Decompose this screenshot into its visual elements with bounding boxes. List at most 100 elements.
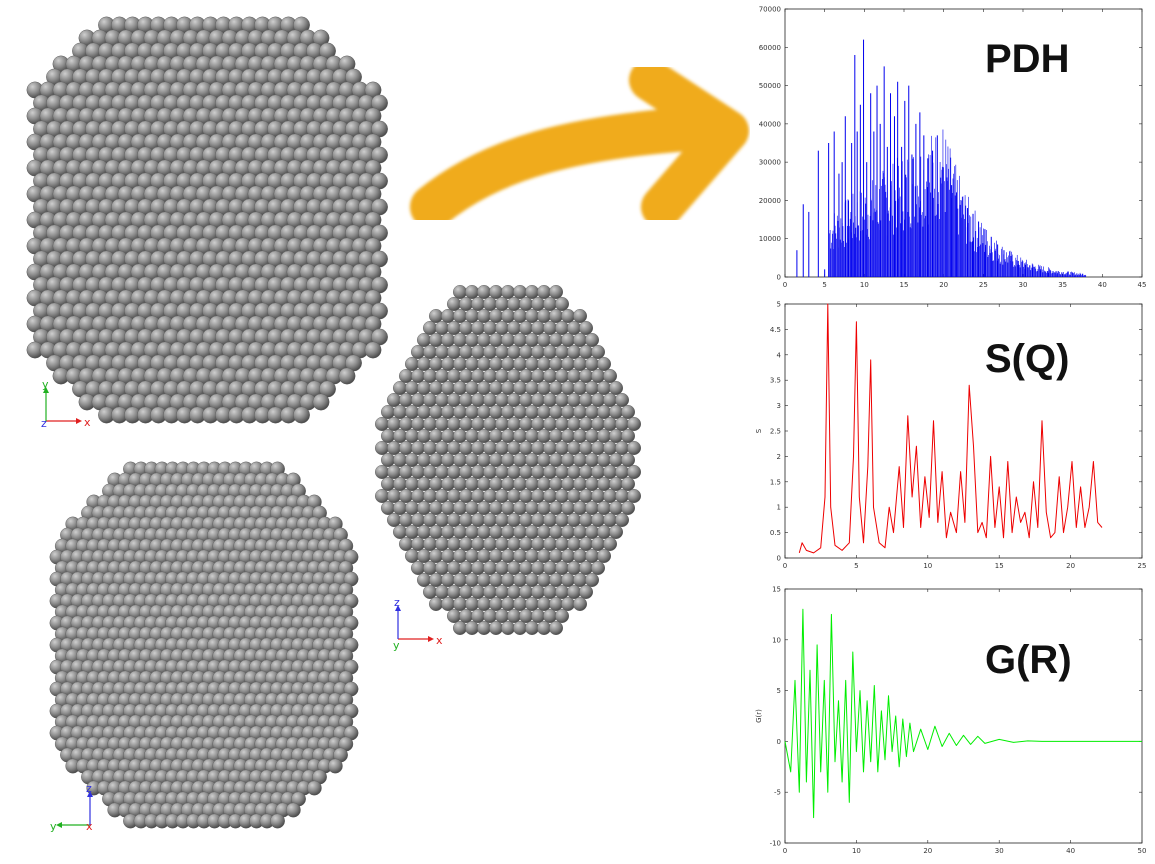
atom-sphere (452, 476, 467, 491)
atom-sphere (482, 297, 497, 312)
atom-sphere (506, 368, 521, 383)
atom-sphere (476, 356, 491, 371)
atom-sphere (518, 297, 533, 312)
atom-sphere (584, 452, 599, 467)
y-axis-label: G(r) (755, 709, 763, 723)
atom-sphere (560, 309, 575, 324)
atom-sphere (530, 488, 545, 503)
atom-sphere (399, 464, 414, 479)
atom-sphere (464, 549, 479, 564)
axis-label-h: x (436, 634, 443, 647)
atom-sphere (476, 597, 491, 612)
atom-sphere (470, 344, 485, 359)
atom-sphere (393, 524, 408, 539)
y-tick-label: 10000 (759, 235, 781, 243)
atom-sphere (584, 500, 599, 515)
x-tick-label: 45 (1138, 281, 1147, 289)
atom-sphere (399, 392, 414, 407)
atom-sphere (464, 309, 479, 324)
atom-sphere (428, 309, 443, 324)
atom-sphere (602, 488, 617, 503)
atom-sphere (458, 512, 473, 527)
atom-sphere (464, 428, 479, 443)
atom-sphere (458, 464, 473, 479)
atom-sphere (434, 416, 449, 431)
x-tick-label: 10 (923, 562, 932, 570)
atom-sphere (524, 597, 539, 612)
atom-sphere (488, 621, 503, 636)
atom-sphere (578, 344, 593, 359)
atom-sphere (482, 368, 497, 383)
atom-sphere (518, 512, 533, 527)
series-line (798, 303, 1103, 554)
atom-sphere (494, 537, 509, 552)
atom-sphere (572, 500, 587, 515)
atom-sphere (417, 524, 432, 539)
atom-sphere (440, 404, 455, 419)
y-tick-label: 0 (777, 555, 781, 563)
axis-label-corner: x (86, 820, 93, 833)
atom-sphere (596, 356, 611, 371)
atom-sphere (440, 309, 455, 324)
atom-sphere (530, 464, 545, 479)
atom-sphere (464, 284, 479, 300)
atom-sphere (428, 524, 443, 539)
atom-sphere (518, 344, 533, 359)
x-tick-label: 0 (783, 562, 787, 570)
atom-sphere (542, 561, 557, 576)
x-tick-label: 30 (1019, 281, 1028, 289)
atom-sphere (434, 440, 449, 455)
atom-sphere (584, 476, 599, 491)
atom-sphere (566, 464, 581, 479)
atom-sphere (512, 309, 527, 324)
atom-sphere (500, 573, 515, 588)
atom-sphere (476, 404, 491, 419)
atom-sphere (417, 500, 432, 515)
atom-sphere (542, 512, 557, 527)
axis-label-v: y (42, 378, 49, 391)
atom-sphere (572, 452, 587, 467)
atom-sphere (596, 524, 611, 539)
atom-sphere (548, 549, 563, 564)
atom-sphere (596, 500, 611, 515)
atom-sphere (417, 452, 432, 467)
y-tick-label: 3.5 (770, 377, 781, 385)
x-tick-label: 40 (1098, 281, 1107, 289)
x-tick-label: 5 (822, 281, 826, 289)
atom-sphere (446, 609, 461, 624)
atom-sphere (476, 524, 491, 539)
atom-sphere (542, 609, 557, 624)
atom-sphere (554, 609, 569, 624)
atom-sphere (446, 368, 461, 383)
atom-sphere (446, 392, 461, 407)
atom-sphere (506, 297, 521, 312)
axis-label-v: z (86, 782, 92, 795)
atom-sphere (542, 488, 557, 503)
y-tick-label: -5 (774, 789, 781, 797)
atom-sphere (440, 428, 455, 443)
atom-sphere (530, 440, 545, 455)
atom-sphere (530, 585, 545, 600)
atom-sphere (524, 404, 539, 419)
atom-sphere (512, 428, 527, 443)
atom-sphere (548, 476, 563, 491)
atom-sphere (554, 561, 569, 576)
atom-sphere (405, 524, 420, 539)
atom-sphere (482, 512, 497, 527)
atom-sphere (548, 356, 563, 371)
atom-sphere (446, 537, 461, 552)
y-tick-label: 30000 (759, 159, 781, 167)
atom-sphere (476, 549, 491, 564)
plot-frame (784, 588, 1143, 844)
atom-sphere (548, 380, 563, 395)
atom-sphere (554, 392, 569, 407)
x-tick-label: 15 (900, 281, 909, 289)
atom-sphere (536, 333, 551, 348)
atom-sphere (428, 404, 443, 419)
atom-sphere (566, 416, 581, 431)
atom-sphere (446, 416, 461, 431)
atom-sphere (590, 392, 605, 407)
atom-sphere (464, 380, 479, 395)
atom-sphere (470, 297, 485, 312)
atom-sphere (434, 392, 449, 407)
